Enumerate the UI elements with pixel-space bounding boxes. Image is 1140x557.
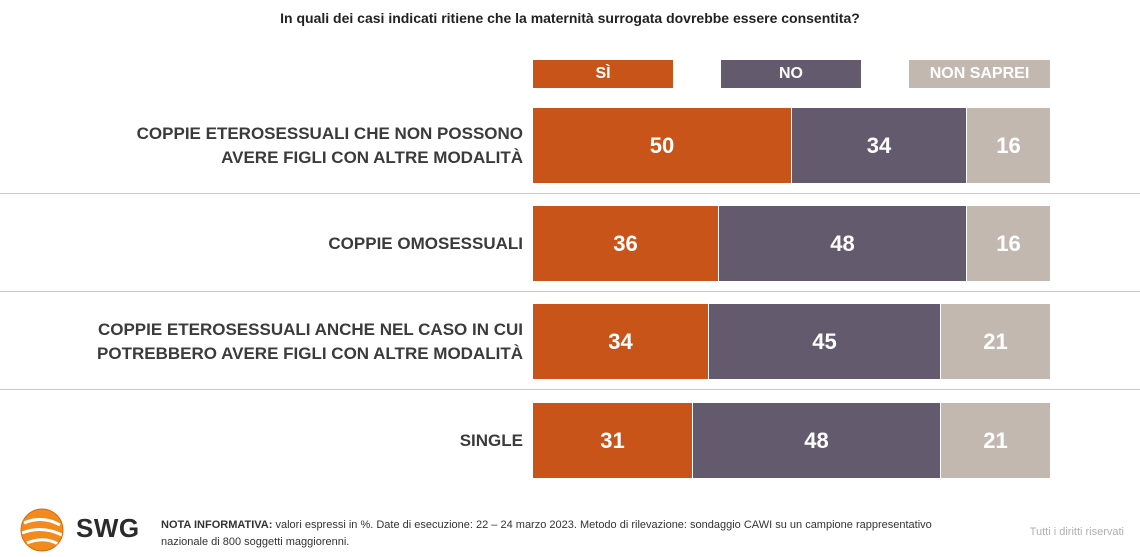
- category-label: COPPIE ETEROSESSUALI CHE NON POSSONO AVER…: [60, 108, 523, 183]
- legend-item-1: NO: [721, 60, 861, 88]
- row-separator: [0, 291, 1140, 292]
- data-label: 50: [649, 132, 675, 158]
- data-label: 21: [983, 427, 1008, 453]
- bar-segment: 21: [941, 304, 1050, 379]
- bar-segment: 36: [533, 206, 719, 281]
- category-label-line: COPPIE ETEROSESSUALI CHE NON POSSONO: [136, 123, 523, 143]
- data-label: 36: [613, 230, 638, 256]
- category-label: COPPIE ETEROSESSUALI ANCHE NEL CASO IN C…: [60, 304, 523, 379]
- category-label-line: COPPIE ETEROSESSUALI ANCHE NEL CASO IN C…: [97, 319, 523, 339]
- bar-segment: 31: [533, 403, 693, 478]
- bar-segment: 16: [967, 108, 1050, 183]
- data-label: 34: [866, 132, 892, 158]
- bar-segment: 34: [533, 304, 709, 379]
- swg-logo-icon: [20, 508, 64, 552]
- chart-title: In quali dei casi indicati ritiene che l…: [280, 10, 860, 26]
- info-note-label: NOTA INFORMATIVA:: [161, 519, 273, 531]
- row-separator: [0, 193, 1140, 194]
- category-label: COPPIE OMOSESSUALI: [60, 206, 523, 281]
- bar-segment: 48: [719, 206, 967, 281]
- data-label: 34: [608, 328, 633, 354]
- category-label: SINGLE: [60, 403, 523, 478]
- bar-segment: 48: [693, 403, 941, 478]
- info-note: NOTA INFORMATIVA: valori espressi in %. …: [161, 517, 961, 551]
- category-label-line: POTREBBERO AVERE FIGLI CON ALTRE MODALIT…: [97, 343, 523, 363]
- row-separator: [0, 389, 1140, 390]
- brand-name: SWG: [76, 513, 140, 543]
- rights-notice: Tutti i diritti riservati: [1029, 526, 1124, 538]
- legend-item-0: SÌ: [533, 60, 673, 88]
- data-label: 21: [983, 328, 1008, 354]
- info-note-text: valori espressi in %. Date di esecuzione…: [161, 519, 932, 548]
- bar-segment: 50: [533, 108, 792, 183]
- bar-segment: 34: [792, 108, 967, 183]
- data-label: 48: [804, 427, 829, 453]
- data-label: 45: [812, 328, 837, 354]
- data-label: 16: [996, 132, 1021, 158]
- category-label-line: AVERE FIGLI CON ALTRE MODALITÀ: [221, 147, 523, 167]
- data-label: 16: [996, 230, 1021, 256]
- bar-segment: 45: [709, 304, 941, 379]
- category-label-line: SINGLE: [459, 430, 523, 450]
- bar-segment: 21: [941, 403, 1050, 478]
- data-label: 31: [600, 427, 625, 453]
- data-label: 48: [830, 230, 855, 256]
- bar-segment: 16: [967, 206, 1050, 281]
- legend-item-2: NON SAPREI: [909, 60, 1050, 88]
- category-label-line: COPPIE OMOSESSUALI: [328, 233, 523, 253]
